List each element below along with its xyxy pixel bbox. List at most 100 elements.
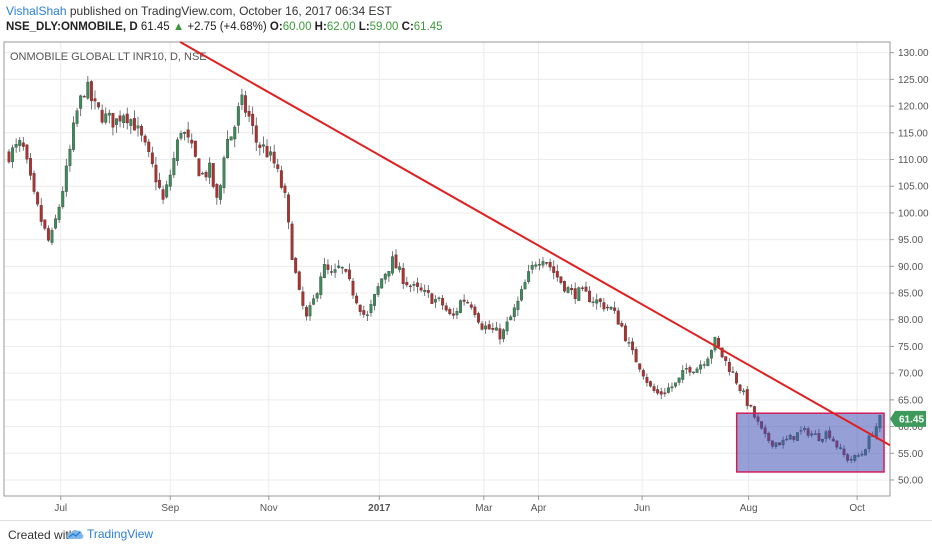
candle-body	[330, 271, 333, 273]
candle-body	[537, 264, 541, 266]
candle-body	[7, 151, 11, 163]
candle-body	[401, 267, 405, 285]
candle	[674, 382, 678, 388]
high-label: H:	[314, 21, 327, 33]
candle-body	[294, 257, 298, 273]
candle-body	[530, 265, 534, 270]
candle-body	[115, 118, 118, 125]
candle	[32, 170, 36, 195]
candle-body	[18, 140, 22, 146]
candle	[365, 310, 369, 321]
candle	[115, 118, 118, 133]
candle-body	[494, 327, 498, 331]
candle-body	[168, 174, 172, 187]
candle-body	[158, 179, 161, 188]
candle-body	[566, 287, 570, 293]
candle	[351, 277, 355, 299]
candle	[627, 337, 631, 348]
last-price-tag: 61.45	[890, 410, 926, 427]
candle-body	[459, 300, 462, 313]
candle	[201, 171, 204, 175]
candle-body	[136, 125, 140, 129]
trendline[interactable]	[179, 41, 891, 447]
candle-body	[290, 223, 294, 261]
candle	[584, 281, 588, 292]
y-tick-label: 75.00	[898, 342, 923, 353]
author-link[interactable]: VishalShah	[6, 4, 67, 18]
candle-body	[186, 129, 190, 138]
candle	[717, 335, 721, 349]
candle	[534, 261, 538, 270]
candle	[362, 305, 366, 318]
candle	[666, 383, 670, 394]
candle	[527, 264, 531, 284]
candle	[147, 138, 151, 158]
candle-body	[322, 264, 326, 279]
candle	[376, 282, 380, 298]
y-tick-label: 90.00	[898, 262, 923, 273]
created-with-text: Created with	[8, 528, 76, 542]
candle-body	[577, 287, 581, 301]
candle-body	[211, 163, 215, 187]
candle	[441, 294, 445, 310]
candle-body	[541, 261, 545, 266]
consolidation-box[interactable]	[735, 412, 885, 473]
candle	[609, 306, 613, 311]
candle	[469, 301, 473, 310]
candle	[713, 336, 717, 353]
candle-body	[147, 141, 151, 153]
candle	[699, 360, 703, 374]
candle	[355, 292, 359, 305]
candle-body	[638, 363, 642, 370]
candle	[412, 280, 416, 292]
candle-body	[97, 102, 101, 108]
candle	[405, 276, 409, 288]
candle	[681, 365, 685, 384]
candle	[312, 294, 316, 306]
candle	[512, 303, 516, 322]
candle-body	[613, 307, 617, 311]
candle	[545, 261, 549, 266]
candle-body	[347, 269, 351, 280]
candle-body	[684, 368, 688, 370]
candle	[477, 311, 480, 325]
candle	[276, 158, 280, 173]
candle	[54, 214, 58, 230]
candle	[297, 270, 301, 291]
candle	[387, 271, 391, 282]
price-chart[interactable]: ONMOBILE GLOBAL LT INR10, D, NSE 130.001…	[0, 38, 932, 520]
candle	[444, 302, 448, 312]
published-text: published on TradingView.com, October 16…	[69, 4, 392, 18]
candle	[548, 258, 552, 271]
close-value: 61.45	[413, 21, 443, 33]
candle	[14, 138, 18, 153]
candle-body	[709, 350, 713, 359]
candle	[645, 373, 649, 387]
candle	[620, 320, 624, 328]
candle	[606, 304, 609, 311]
y-tick-label: 95.00	[898, 235, 923, 246]
candle-body	[261, 144, 265, 147]
candle	[333, 263, 337, 278]
candle	[530, 261, 534, 274]
candle	[258, 141, 262, 156]
candle-body	[634, 349, 638, 363]
candle	[634, 346, 638, 363]
candle-body	[57, 206, 61, 220]
candle-body	[652, 386, 656, 391]
candle	[193, 140, 197, 158]
candle-body	[344, 269, 348, 272]
tradingview-brand[interactable]: TradingView	[66, 527, 153, 541]
candle-body	[193, 140, 197, 157]
x-tick-label: Oct	[849, 503, 865, 514]
candle	[520, 285, 523, 302]
candle-body	[455, 311, 459, 316]
candle-body	[269, 151, 273, 156]
candle	[168, 169, 172, 191]
candle-body	[165, 184, 169, 198]
candle-body	[699, 364, 703, 370]
candle-body	[21, 142, 25, 147]
candle	[480, 320, 484, 331]
candle	[559, 276, 563, 285]
candle-body	[555, 271, 559, 278]
